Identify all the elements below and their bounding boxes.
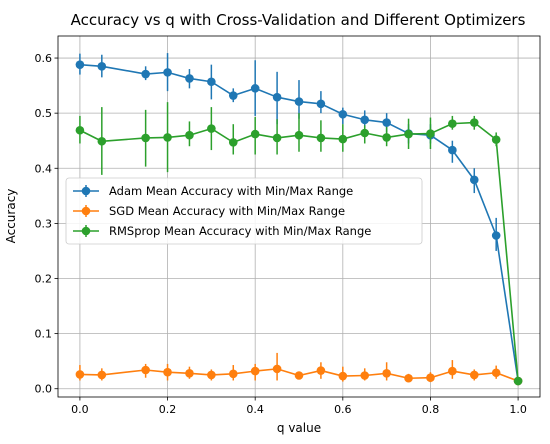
data-point-adam	[272, 92, 282, 102]
data-point-sgd	[338, 371, 348, 381]
data-point-rmsprop	[491, 135, 501, 144]
data-point-adam	[141, 69, 150, 79]
data-point-adam	[382, 118, 391, 127]
data-point-adam	[338, 109, 348, 119]
legend-box	[65, 177, 423, 245]
y-tick-label: 0.2	[35, 273, 53, 286]
x-tick-label: 0.0	[71, 403, 89, 416]
data-point-rmsprop	[272, 133, 282, 143]
data-point-rmsprop	[448, 119, 457, 128]
y-tick-label: 0.1	[35, 328, 53, 341]
data-point-sgd	[316, 366, 326, 375]
data-point-adam	[163, 68, 172, 77]
y-tick-label: 0.0	[35, 383, 53, 396]
data-point-rmsprop	[382, 133, 391, 142]
data-point-rmsprop	[360, 128, 370, 138]
plot-frame	[57, 35, 541, 398]
data-point-adam	[75, 60, 85, 69]
data-point-rmsprop	[185, 130, 194, 140]
legend-label-rmsprop: RMSprop Mean Accuracy with Min/Max Range	[109, 224, 371, 238]
data-point-rmsprop	[426, 129, 435, 138]
data-point-adam	[185, 74, 194, 83]
series-layer	[75, 53, 523, 386]
y-tick-label: 0.3	[35, 217, 53, 230]
data-point-rmsprop	[338, 134, 348, 144]
legend: Adam Mean Accuracy with Min/Max Range SGD…	[65, 177, 423, 245]
data-point-sgd	[448, 366, 457, 376]
data-point-sgd	[163, 367, 172, 377]
x-tick-label: 0.4	[246, 403, 264, 416]
data-point-sgd	[491, 368, 501, 378]
data-point-adam	[250, 84, 260, 93]
data-point-rmsprop	[294, 130, 304, 140]
data-point-sgd	[294, 371, 304, 380]
data-point-rmsprop	[75, 125, 85, 135]
legend-marker-rmsprop	[81, 226, 91, 236]
data-point-rmsprop	[141, 133, 150, 143]
x-tick-label: 1.0	[509, 403, 527, 416]
x-tick-label: 0.2	[159, 403, 177, 416]
data-point-adam	[207, 77, 216, 87]
data-point-sgd	[250, 366, 260, 376]
legend-label-sgd: SGD Mean Accuracy with Min/Max Range	[109, 204, 345, 218]
data-point-adam	[469, 175, 479, 185]
legend-marker-sgd	[81, 206, 91, 216]
y-tick-label: 0.6	[35, 52, 53, 65]
data-point-adam	[448, 145, 457, 155]
data-point-adam	[360, 115, 370, 125]
x-tick-label: 0.8	[422, 403, 440, 416]
data-point-sgd	[75, 370, 85, 379]
series-adam	[75, 53, 523, 386]
data-point-rmsprop	[97, 136, 107, 146]
legend-label-adam: Adam Mean Accuracy with Min/Max Range	[109, 184, 353, 198]
data-point-adam	[228, 91, 238, 100]
data-point-sgd	[228, 369, 238, 379]
data-point-sgd	[360, 371, 370, 380]
x-axis-label: q value	[277, 421, 321, 435]
data-point-adam	[316, 99, 326, 109]
data-point-sgd	[382, 369, 391, 378]
data-point-adam	[294, 97, 304, 106]
y-axis-label: Accuracy	[4, 189, 18, 244]
data-point-rmsprop	[207, 124, 216, 133]
data-point-rmsprop	[404, 129, 413, 139]
data-point-adam	[97, 62, 107, 71]
y-tick-label: 0.5	[35, 107, 53, 120]
data-point-sgd	[97, 370, 107, 380]
data-point-rmsprop	[316, 133, 326, 143]
data-point-rmsprop	[469, 118, 479, 127]
legend-marker-adam	[81, 186, 91, 196]
data-point-rmsprop	[250, 129, 260, 139]
x-tick-label: 0.6	[334, 403, 352, 416]
data-point-sgd	[185, 369, 194, 378]
data-point-sgd	[207, 370, 216, 380]
series-rmsprop	[75, 102, 523, 386]
chart-title: Accuracy vs q with Cross-Validation and …	[71, 11, 526, 29]
data-point-sgd	[469, 370, 479, 380]
data-point-sgd	[426, 373, 435, 383]
data-point-rmsprop	[513, 376, 523, 386]
data-point-rmsprop	[228, 138, 238, 147]
ticks: 0.0 0.2 0.4 0.6 0.8 1.0 0.0 0.1 0.2 0.3 0.4 0.5 0.6	[35, 52, 527, 416]
data-point-rmsprop	[163, 133, 172, 142]
y-tick-label: 0.4	[35, 162, 53, 175]
data-point-sgd	[272, 364, 282, 374]
data-point-sgd	[141, 365, 150, 375]
data-point-sgd	[404, 373, 413, 383]
data-point-adam	[491, 231, 501, 240]
